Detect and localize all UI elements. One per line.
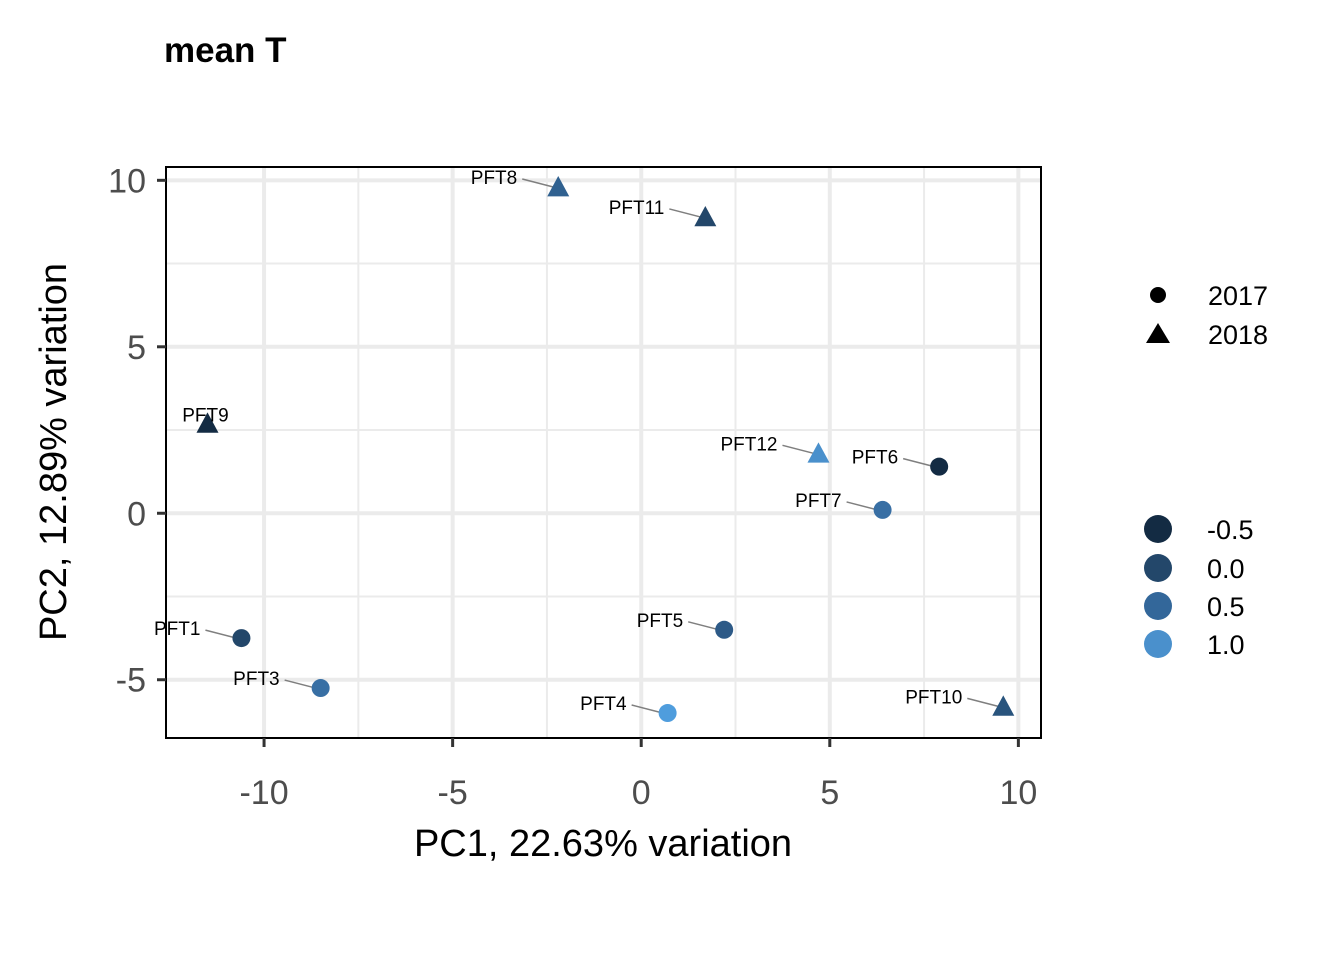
grid: [166, 167, 1041, 738]
point-pft6: [930, 457, 949, 476]
point-label-pft8: PFT8: [471, 168, 517, 189]
y-tick-label: 0: [127, 495, 146, 533]
legend-color-key: [1144, 554, 1172, 582]
legend-color-label: -0.5: [1207, 515, 1254, 545]
y-tick-label: 10: [108, 162, 146, 200]
point-pft9: [196, 412, 219, 433]
point-label-pft10: PFT10: [905, 687, 962, 708]
label-segment-pft6: [902, 457, 935, 468]
label-segment-pft8: [522, 178, 554, 188]
y-axis-ticks: -5 0 5 10: [108, 162, 166, 700]
label-segment-pft12: [782, 444, 814, 455]
legend-label-2018: 2018: [1208, 320, 1268, 350]
legend-label-2017: 2017: [1208, 281, 1268, 311]
label-segment-pft11: [669, 208, 701, 218]
label-segment-pft7: [846, 501, 878, 511]
point-label-pft4: PFT4: [580, 694, 627, 715]
x-tick-label: 10: [999, 774, 1037, 812]
chart-title: mean T: [164, 31, 287, 70]
point-pft11: [694, 205, 717, 227]
label-segment-pft3: [284, 679, 316, 689]
legend-color-key: [1144, 630, 1172, 658]
x-tick-label: -5: [438, 774, 468, 812]
legend-color-key: [1144, 592, 1172, 620]
x-tick-label: -10: [239, 774, 288, 812]
point-pft3: [311, 679, 330, 698]
legend-shape: 2017 2018: [1146, 281, 1268, 350]
point-label-pft9: PFT9: [182, 405, 228, 426]
point-labels: PFT8 PFT11 PFT9 PFT12 PFT6 PFT7 PFT1 PFT5 PFT3 PF…: [154, 168, 962, 715]
point-pft12: [807, 442, 830, 463]
point-label-pft1: PFT1: [154, 619, 200, 640]
label-segments: [205, 178, 999, 714]
point-label-pft3: PFT3: [233, 669, 279, 690]
legend-color-label: 0.0: [1207, 554, 1245, 584]
legend-color: -0.5 0.0 0.5 1.0: [1144, 515, 1254, 660]
point-label-pft11: PFT11: [609, 198, 665, 219]
y-tick-label: -5: [116, 662, 146, 700]
point-pft5: [715, 620, 734, 639]
point-label-pft7: PFT7: [795, 491, 841, 512]
x-tick-label: 5: [820, 774, 839, 812]
legend-color-label: 0.5: [1207, 592, 1245, 622]
legend-key-2018: [1146, 323, 1170, 343]
point-pft10: [992, 695, 1015, 716]
label-segment-pft4: [631, 704, 663, 714]
point-pft7: [873, 500, 892, 519]
data-points: [196, 175, 1015, 723]
point-label-pft5: PFT5: [637, 611, 683, 632]
point-pft8: [547, 175, 570, 197]
point-label-pft12: PFT12: [720, 434, 777, 455]
legend-key-2017: [1150, 287, 1166, 303]
point-label-pft6: PFT6: [852, 448, 898, 469]
legend-color-label: 1.0: [1207, 630, 1245, 660]
point-pft1: [232, 629, 251, 648]
y-tick-label: 5: [127, 329, 146, 367]
x-axis-title: PC1, 22.63% variation: [414, 823, 792, 865]
label-segment-pft10: [967, 697, 999, 708]
label-segment-pft5: [688, 621, 720, 631]
label-segment-pft1: [205, 629, 237, 639]
plot-panel-border: [165, 166, 1042, 739]
y-axis-title: PC2, 12.89% variation: [33, 263, 75, 641]
x-tick-label: 0: [632, 774, 651, 812]
point-pft4: [658, 704, 677, 723]
x-axis-ticks: -10 -5 0 5 10: [239, 738, 1037, 812]
legend-color-key: [1144, 515, 1172, 543]
